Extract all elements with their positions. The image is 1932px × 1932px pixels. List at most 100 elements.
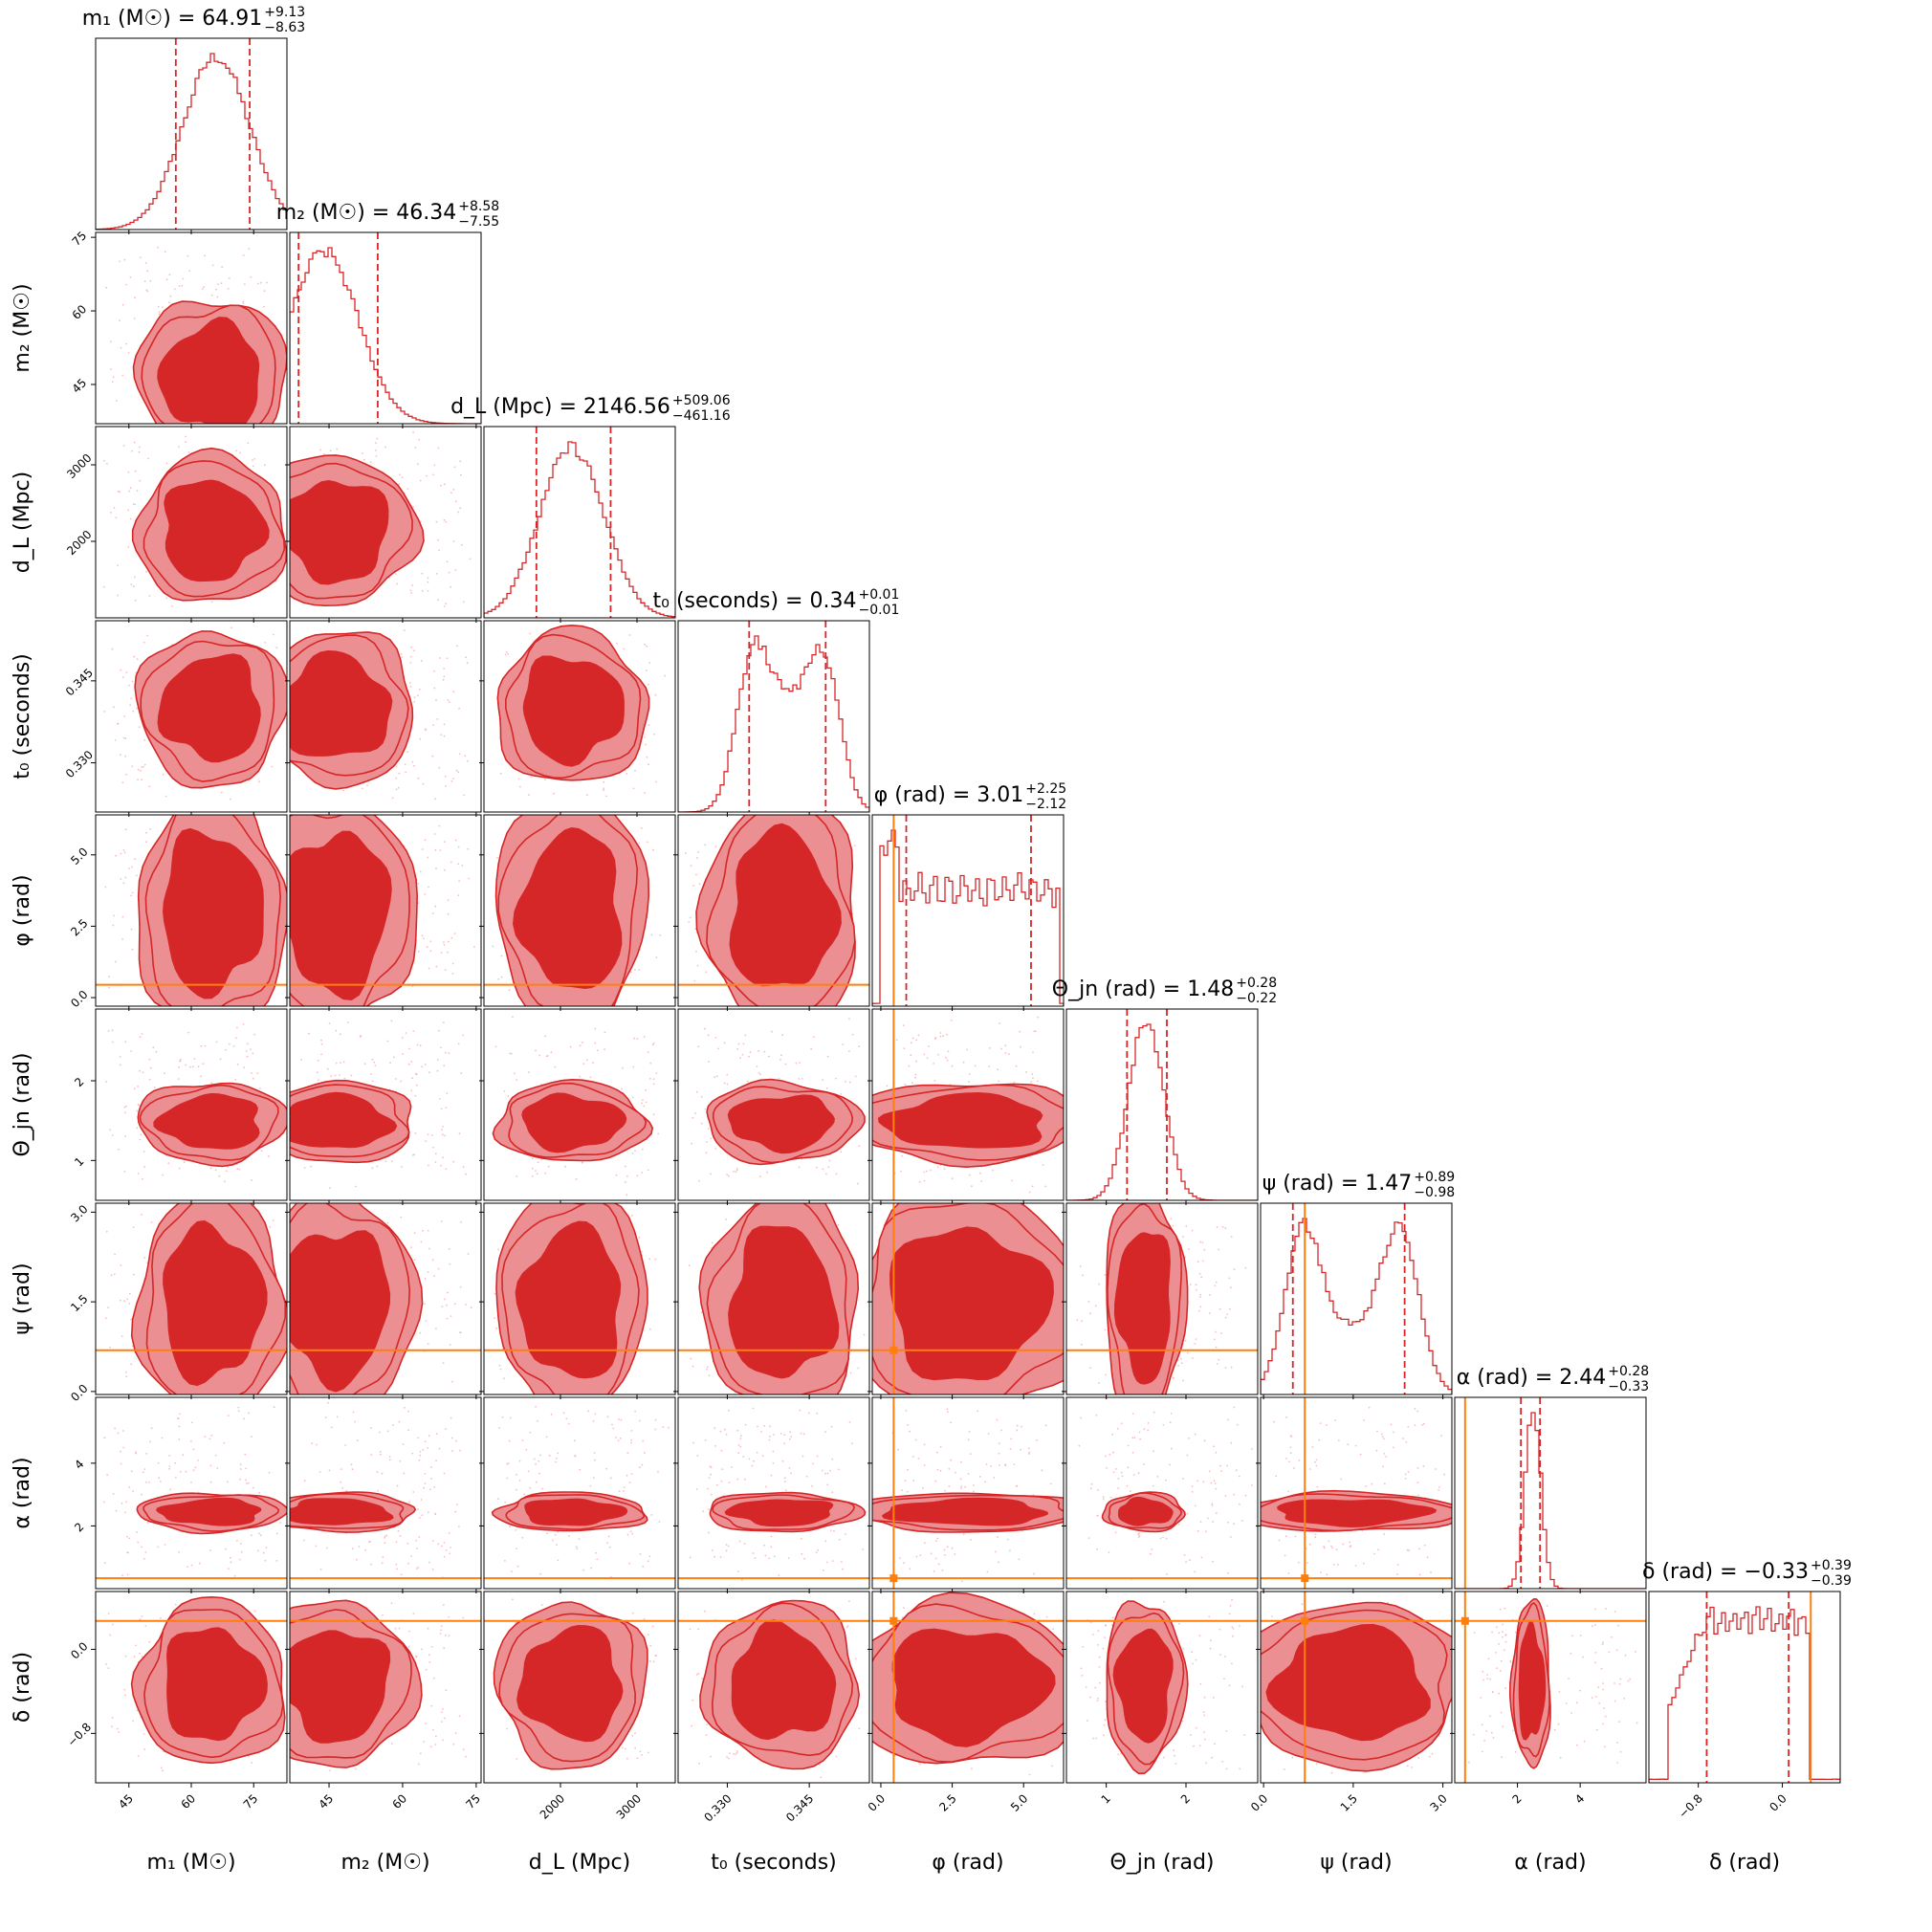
- sample-point: [251, 1436, 252, 1438]
- sample-point: [447, 699, 450, 701]
- sample-point: [371, 1080, 374, 1083]
- sample-point: [192, 1469, 195, 1472]
- panel-m2-phi: [285, 814, 482, 1011]
- sample-point: [845, 1626, 848, 1629]
- sample-point: [457, 771, 459, 774]
- sample-point: [424, 893, 427, 895]
- panel-psi-alpha: [1256, 1396, 1453, 1593]
- sample-point: [128, 684, 130, 687]
- sample-point: [770, 1535, 773, 1538]
- sample-point: [631, 1096, 634, 1099]
- sample-point: [1004, 1044, 1007, 1047]
- sample-point: [136, 658, 139, 660]
- sample-point: [459, 1285, 462, 1288]
- sample-point: [1328, 1540, 1330, 1543]
- sample-point: [141, 1033, 143, 1035]
- contour-inner: [290, 649, 393, 757]
- sample-point: [652, 1113, 655, 1116]
- sample-point: [1230, 1366, 1233, 1369]
- sample-point: [1314, 1460, 1316, 1463]
- sample-point: [512, 1016, 514, 1019]
- sample-point: [447, 951, 449, 954]
- sample-point: [492, 945, 494, 948]
- sample-point: [805, 1475, 808, 1478]
- panel-title-minus-theta: −0.22: [1236, 991, 1277, 1006]
- sample-point: [128, 490, 131, 493]
- sample-point: [130, 894, 132, 897]
- sample-point: [397, 1529, 400, 1532]
- sample-point: [411, 1077, 413, 1080]
- sample-point: [1416, 1482, 1419, 1484]
- sample-point: [130, 1050, 133, 1052]
- sample-point: [1287, 1490, 1290, 1493]
- sample-point: [1275, 1475, 1278, 1478]
- sample-point: [265, 1547, 268, 1549]
- sample-point: [366, 784, 368, 787]
- sample-point: [214, 1454, 217, 1457]
- sample-point: [540, 1158, 543, 1161]
- sample-point: [525, 1448, 528, 1451]
- sample-point: [440, 1046, 442, 1049]
- sample-point: [119, 1056, 121, 1058]
- sample-point: [934, 1557, 937, 1560]
- panel-title-dL: d_L (Mpc) = 2146.56: [450, 395, 670, 419]
- sample-point: [435, 867, 437, 869]
- y-tick-label-psi: 0.0: [68, 1382, 90, 1404]
- sample-point: [854, 1075, 857, 1078]
- sample-point: [415, 1548, 418, 1549]
- sample-point: [432, 1677, 435, 1680]
- sample-point: [993, 1477, 996, 1479]
- sample-point: [143, 763, 146, 766]
- sample-point: [442, 1021, 445, 1023]
- sample-point: [214, 1169, 217, 1171]
- sample-point: [643, 1618, 646, 1620]
- sample-point: [326, 1547, 328, 1549]
- sample-point: [228, 277, 231, 279]
- sample-point: [628, 1562, 631, 1565]
- sample-point: [1226, 1313, 1228, 1316]
- sample-point: [798, 1062, 801, 1064]
- sample-point: [769, 1435, 771, 1438]
- sample-point: [1230, 1236, 1233, 1238]
- sample-point: [629, 1530, 632, 1532]
- sample-point: [452, 691, 455, 693]
- sample-point: [1326, 1573, 1328, 1576]
- sample-point: [690, 1357, 692, 1360]
- sample-point: [224, 1180, 226, 1183]
- sample-point: [112, 924, 115, 927]
- sample-point: [1131, 1437, 1134, 1439]
- panel-dL-phi: [479, 814, 676, 1011]
- sample-point: [415, 1084, 418, 1087]
- sample-point: [1375, 1449, 1378, 1452]
- sample-point: [638, 1236, 641, 1239]
- panel-frame: [871, 1396, 1065, 1590]
- sample-point: [784, 1063, 787, 1065]
- sample-point: [230, 1556, 231, 1559]
- sample-point: [447, 1291, 449, 1294]
- sample-point: [1112, 1471, 1115, 1474]
- sample-point: [124, 1694, 126, 1697]
- sample-point: [936, 1451, 938, 1454]
- sample-point: [996, 1418, 999, 1421]
- sample-point: [210, 1434, 213, 1437]
- sample-point: [110, 512, 112, 514]
- sample-point: [605, 1467, 607, 1470]
- sample-point: [420, 1240, 423, 1243]
- sample-point: [130, 1318, 133, 1321]
- sample-point: [216, 296, 219, 298]
- sample-point: [1090, 1482, 1093, 1485]
- sample-point: [327, 1401, 329, 1404]
- panel-frame: [483, 814, 676, 1007]
- panel-theta-alpha: [1062, 1396, 1259, 1593]
- sample-point: [118, 1149, 120, 1151]
- sample-point: [548, 1454, 551, 1457]
- sample-point: [980, 1180, 983, 1182]
- sample-point: [134, 503, 137, 506]
- sample-point: [227, 1481, 229, 1483]
- sample-point: [318, 1471, 321, 1473]
- sample-point: [139, 1652, 142, 1655]
- sample-point: [127, 471, 130, 473]
- sample-point: [923, 1171, 926, 1174]
- sample-point: [141, 1214, 143, 1216]
- sample-point: [514, 1072, 516, 1075]
